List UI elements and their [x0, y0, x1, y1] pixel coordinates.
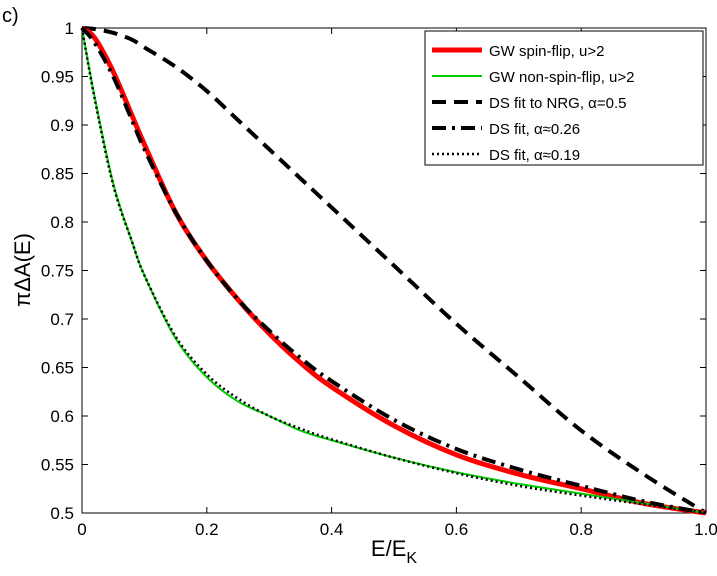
x-tick-label: 0.2: [195, 520, 219, 539]
y-tick-label: 0.55: [41, 456, 74, 475]
x-axis-label: E/EK: [371, 536, 417, 567]
series-layer: [80, 25, 708, 516]
panel-label: c): [2, 5, 19, 27]
legend-label-2: DS fit to NRG, α=0.5: [489, 95, 626, 112]
y-tick-label: 0.75: [41, 262, 74, 281]
legend-label-4: DS fit, α≈0.19: [489, 147, 580, 164]
legend-label-1: GW non-spin-flip, u>2: [489, 69, 634, 86]
y-tick-label: 0.65: [41, 359, 74, 378]
y-axis-label: πΔA(E): [10, 233, 35, 307]
legend-box: [424, 30, 704, 166]
x-tick-label: 0.6: [445, 520, 469, 539]
y-tick-label: 0.95: [41, 68, 74, 87]
y-tick-label: 0.6: [50, 407, 74, 426]
series-line-2: [81, 26, 708, 515]
x-tick-label: 1.0: [694, 520, 717, 539]
y-tick-label: 1: [65, 19, 74, 38]
legend-label-0: GW spin-flip, u>2: [489, 43, 604, 60]
series-line-3: [80, 26, 707, 515]
ticks-layer: 0 0.2 0.4 0.6 0.8 1.0 0.5 0.55 0.6 0.65 0.7 0.75 0.8…: [41, 19, 717, 539]
y-tick-label: 0.7: [50, 310, 74, 329]
y-tick-label: 0.5: [50, 504, 74, 523]
x-tick-label: 0: [77, 520, 86, 539]
series-line-1: [81, 27, 707, 514]
y-tick-label: 0.85: [41, 165, 74, 184]
x-tick-label: 0.4: [320, 520, 344, 539]
series-line-4: [80, 27, 707, 515]
x-tick-label: 0.8: [569, 520, 593, 539]
legend-label-3: DS fit, α≈0.26: [489, 121, 580, 138]
legend: GW spin-flip, u>2 GW non-spin-flip, u>2 DS…: [424, 30, 704, 166]
y-tick-label: 0.9: [50, 116, 74, 135]
y-tick-label: 0.8: [50, 213, 74, 232]
